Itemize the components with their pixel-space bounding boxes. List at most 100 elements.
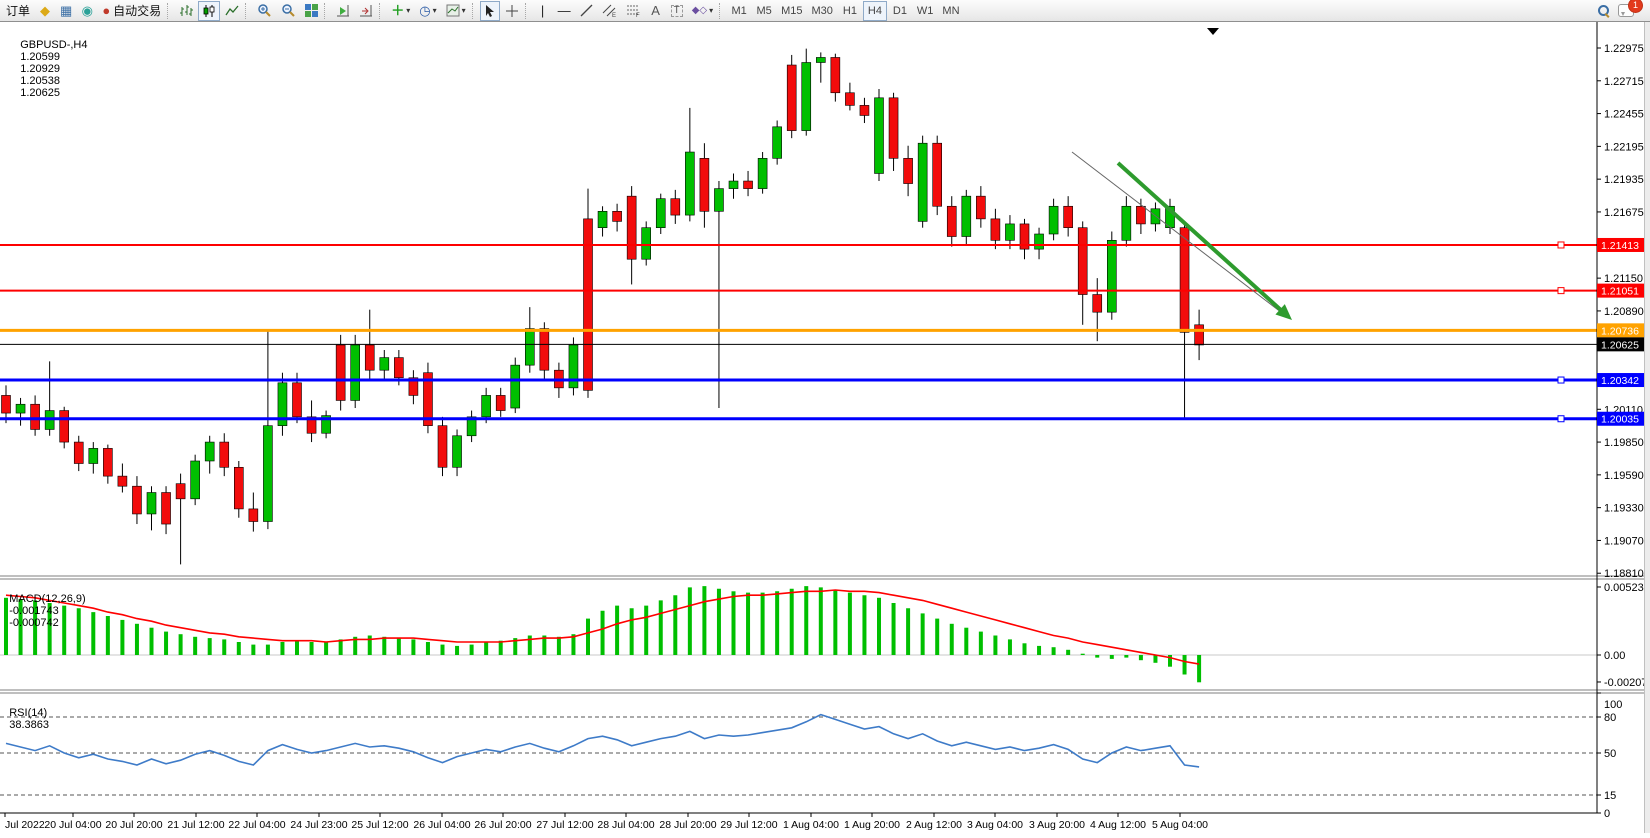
search-button[interactable] bbox=[1593, 1, 1613, 21]
equidistant-channel-tool-button[interactable]: E bbox=[598, 1, 621, 21]
text-label-tool-button[interactable]: T bbox=[667, 1, 687, 21]
chart-close-value: 1.20625 bbox=[20, 87, 60, 99]
vertical-line-tool-button[interactable]: | bbox=[533, 1, 553, 21]
price-tick-label: 1.18810 bbox=[1604, 568, 1644, 580]
candle-down bbox=[161, 492, 171, 525]
shapes-icon: ◆◇ bbox=[691, 4, 708, 16]
crosshair-tool-button[interactable] bbox=[501, 1, 523, 21]
candle-down bbox=[670, 198, 681, 216]
zoom-out-button[interactable] bbox=[277, 1, 300, 21]
timeframe-w1-button[interactable]: W1 bbox=[913, 1, 938, 21]
candle-down bbox=[946, 205, 957, 237]
candle-up bbox=[88, 448, 99, 464]
timeframe-m30-button[interactable]: M30 bbox=[808, 1, 837, 21]
time-tick-label: 20 Jul 20:00 bbox=[105, 819, 162, 831]
tile-windows-button[interactable] bbox=[301, 1, 322, 21]
auto-trading-button[interactable]: ● 自动交易 bbox=[98, 1, 165, 21]
price-chart-canvas[interactable]: 1.22975 1.22715 1.22455 1.22195 1.21935 1.216… bbox=[0, 22, 1650, 833]
price-tick-label: 1.19590 bbox=[1604, 470, 1644, 482]
candle-down bbox=[175, 483, 186, 500]
auto-scroll-button[interactable] bbox=[332, 1, 354, 21]
chart-shift-button[interactable] bbox=[355, 1, 377, 21]
time-tick-label: 26 Jul 04:00 bbox=[413, 819, 470, 831]
timeframe-d1-button[interactable]: D1 bbox=[888, 1, 912, 21]
cursor-tool-button[interactable] bbox=[479, 0, 500, 21]
periods-button[interactable]: ◷ ▾ bbox=[415, 1, 440, 21]
price-tag bbox=[1597, 283, 1644, 298]
horizontal-line-tool-button[interactable]: — bbox=[554, 1, 575, 21]
new-order-label: 订单 bbox=[6, 4, 31, 18]
candle-down bbox=[1077, 227, 1088, 295]
timeframe-h4-button[interactable]: H4 bbox=[862, 0, 887, 21]
toolbar-grip bbox=[524, 2, 529, 19]
vertical-line-icon: | bbox=[540, 3, 545, 18]
candle-up bbox=[815, 57, 826, 63]
candle-up bbox=[714, 188, 724, 212]
candle-down bbox=[743, 180, 753, 189]
terminal-window-button[interactable]: ▦ bbox=[56, 1, 76, 21]
price-tag bbox=[1597, 373, 1644, 388]
trendline-tool-button[interactable] bbox=[576, 1, 597, 21]
trend-arrow-annotation bbox=[1116, 161, 1286, 315]
timeframe-m1-button[interactable]: M1 bbox=[727, 1, 751, 21]
time-tick-label: 28 Jul 20:00 bbox=[659, 819, 716, 831]
candle-up bbox=[1005, 223, 1015, 241]
candle-down bbox=[786, 64, 797, 131]
time-tick-label: 1 Aug 04:00 bbox=[783, 819, 839, 831]
signal-button[interactable]: ◉ bbox=[77, 1, 97, 21]
price-tag-label: 1.21413 bbox=[1601, 240, 1639, 252]
candle-up bbox=[1121, 205, 1132, 241]
fibonacci-tool-button[interactable]: F bbox=[622, 1, 645, 21]
candle-down bbox=[1, 395, 11, 414]
candlestick-chart-type-button[interactable] bbox=[198, 0, 221, 21]
price-tag-label: 1.20342 bbox=[1601, 375, 1639, 387]
shapes-tool-button[interactable]: ◆◇ ▾ bbox=[688, 1, 717, 21]
rsi-axis-label: 15 bbox=[1604, 790, 1616, 802]
rsi-value: 38.3863 bbox=[9, 719, 49, 731]
text-tool-button[interactable]: A bbox=[646, 1, 666, 21]
price-tag-label: 1.21051 bbox=[1601, 286, 1639, 298]
candle-up bbox=[350, 344, 361, 401]
rsi-name: RSI(14) bbox=[9, 707, 48, 719]
templates-button[interactable]: ▾ bbox=[442, 1, 470, 21]
candle-up bbox=[510, 364, 521, 409]
candle-up bbox=[568, 344, 579, 389]
time-tick-label: 24 Jul 23:00 bbox=[290, 819, 347, 831]
candle-up bbox=[874, 97, 884, 174]
candle-up bbox=[757, 158, 768, 189]
timeframe-h1-button[interactable]: H1 bbox=[838, 1, 862, 21]
line-chart-type-button[interactable] bbox=[221, 1, 243, 21]
candle-down bbox=[1063, 205, 1073, 228]
toolbar-grip bbox=[167, 2, 171, 19]
zoom-in-button[interactable] bbox=[253, 1, 276, 21]
rsi-axis-label: 80 bbox=[1604, 712, 1616, 724]
bar-chart-type-button[interactable] bbox=[175, 1, 197, 21]
candle-down bbox=[699, 158, 710, 212]
terminal-window-icon: ▦ bbox=[60, 3, 73, 18]
timeframe-m5-button[interactable]: M5 bbox=[752, 1, 776, 21]
candle-up bbox=[1034, 233, 1044, 250]
chart-symbol-period: GBPUSD-,H4 bbox=[20, 39, 88, 51]
timeframe-mn-button[interactable]: MN bbox=[938, 1, 963, 21]
candle-up bbox=[641, 227, 652, 260]
new-order-icon-button[interactable]: ◆ bbox=[35, 1, 55, 21]
trendline-annotation bbox=[1071, 151, 1287, 317]
candle-up bbox=[379, 357, 390, 371]
chevron-down-icon: ▾ bbox=[432, 6, 437, 15]
rsi-axis-label: 100 bbox=[1604, 699, 1622, 711]
text-label-icon: T bbox=[670, 4, 683, 17]
candle-down bbox=[990, 218, 1001, 241]
line-handle-square bbox=[1557, 376, 1565, 384]
chart-open-value: 1.20599 bbox=[20, 51, 60, 63]
new-order-button[interactable]: 订单 bbox=[2, 1, 34, 21]
add-indicator-button[interactable]: ＋ ▾ bbox=[387, 1, 414, 21]
notifications-button[interactable]: 1 bbox=[1614, 0, 1643, 21]
chart-window[interactable]: 1.22975 1.22715 1.22455 1.22195 1.21935 1.216… bbox=[0, 22, 1650, 833]
time-tick-label: 27 Jul 12:00 bbox=[536, 819, 593, 831]
time-tick-label: 29 Jul 12:00 bbox=[720, 819, 777, 831]
price-tag bbox=[1597, 337, 1644, 352]
window-scrollbar[interactable] bbox=[1644, 22, 1650, 833]
timeframe-m15-button[interactable]: M15 bbox=[777, 1, 806, 21]
candle-up bbox=[15, 403, 26, 414]
candle-up bbox=[321, 415, 331, 434]
